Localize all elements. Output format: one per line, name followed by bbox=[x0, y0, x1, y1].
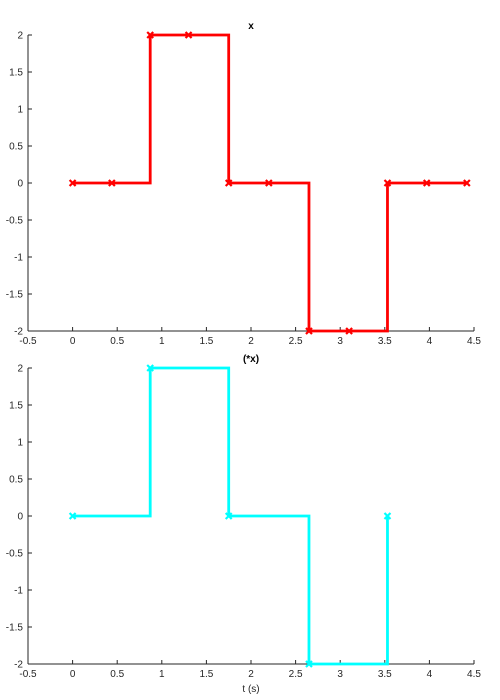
y-tick-label: 0 bbox=[17, 512, 23, 523]
data-point-marker bbox=[383, 179, 392, 187]
x-tick-label: 4.5 bbox=[467, 669, 481, 680]
y-tick-label: 1.5 bbox=[9, 401, 23, 412]
x-tick-label: 0 bbox=[70, 669, 76, 680]
x-tick-label: -0.5 bbox=[19, 336, 37, 347]
y-tick-label: 1 bbox=[17, 438, 23, 449]
chart-title: x bbox=[248, 21, 254, 32]
x-tick-label: 0.5 bbox=[110, 336, 124, 347]
x-tick-label: 4 bbox=[427, 336, 433, 347]
x-tick-label: 3 bbox=[337, 669, 343, 680]
x-tick-label: 2.5 bbox=[289, 669, 303, 680]
y-tick-label: -1 bbox=[14, 253, 23, 264]
data-point-marker bbox=[422, 179, 431, 187]
x-tick-label: 1 bbox=[159, 669, 165, 680]
chart-top: -0.5 0 0.5 1 1.5 2 2.5 3 3.5 4 4.5 -2 -1.5 -1 -0.5 0 0.5… bbox=[6, 21, 482, 347]
data-point-marker bbox=[68, 179, 77, 187]
x-tick-label: 4.5 bbox=[467, 336, 481, 347]
y-tick-label: 0 bbox=[17, 179, 23, 190]
data-point-marker bbox=[146, 364, 154, 372]
y-tick-label: 2 bbox=[17, 31, 23, 42]
y-tick-label: -1 bbox=[14, 586, 23, 597]
x-tick-label: 1 bbox=[159, 336, 165, 347]
x-tick-label: 3 bbox=[337, 336, 343, 347]
y-tick-label: -1.5 bbox=[6, 623, 24, 634]
data-point-marker bbox=[224, 179, 233, 187]
data-point-marker bbox=[305, 327, 313, 335]
y-tick-label: -2 bbox=[14, 327, 23, 338]
data-point-marker bbox=[383, 512, 392, 520]
x-tick-label: 2 bbox=[248, 336, 254, 347]
chart-bottom: -0.5 0 0.5 1 1.5 2 2.5 3 3.5 4 4.5 -2 -1.5 -1 -0.5 0 0.5… bbox=[6, 354, 482, 695]
y-tick-label: 1 bbox=[17, 105, 23, 116]
data-point-marker bbox=[305, 660, 313, 668]
data-point-marker bbox=[146, 31, 154, 39]
y-tick-label: 0.5 bbox=[9, 475, 23, 486]
y-tick-label: -0.5 bbox=[6, 549, 24, 560]
data-point-marker bbox=[68, 512, 77, 520]
y-tick-label: 2 bbox=[17, 364, 23, 375]
x-tick-label: 3.5 bbox=[378, 669, 392, 680]
x-tick-label: -0.5 bbox=[19, 669, 37, 680]
x-tick-label: 4 bbox=[427, 669, 433, 680]
x-tick-label: 2.5 bbox=[289, 336, 303, 347]
x-tick-label: 0 bbox=[70, 336, 76, 347]
x-tick-label: 1.5 bbox=[199, 669, 213, 680]
data-point-marker bbox=[345, 327, 353, 335]
data-point-marker bbox=[224, 512, 233, 520]
x-tick-label: 0.5 bbox=[110, 669, 124, 680]
chart-title: (*x) bbox=[243, 354, 259, 365]
y-tick-label: -0.5 bbox=[6, 216, 24, 227]
x-tick-label: 1.5 bbox=[199, 336, 213, 347]
data-point-marker bbox=[108, 179, 116, 187]
x-tick-label: 2 bbox=[248, 669, 254, 680]
x-axis-label: t (s) bbox=[242, 684, 259, 695]
y-tick-label: 1.5 bbox=[9, 68, 23, 79]
data-point-marker bbox=[463, 179, 471, 187]
y-tick-label: -1.5 bbox=[6, 290, 24, 301]
data-point-marker bbox=[265, 179, 273, 187]
x-tick-label: 3.5 bbox=[378, 336, 392, 347]
y-tick-label: 0.5 bbox=[9, 142, 23, 153]
data-point-marker bbox=[184, 31, 193, 39]
y-tick-label: -2 bbox=[14, 660, 23, 671]
